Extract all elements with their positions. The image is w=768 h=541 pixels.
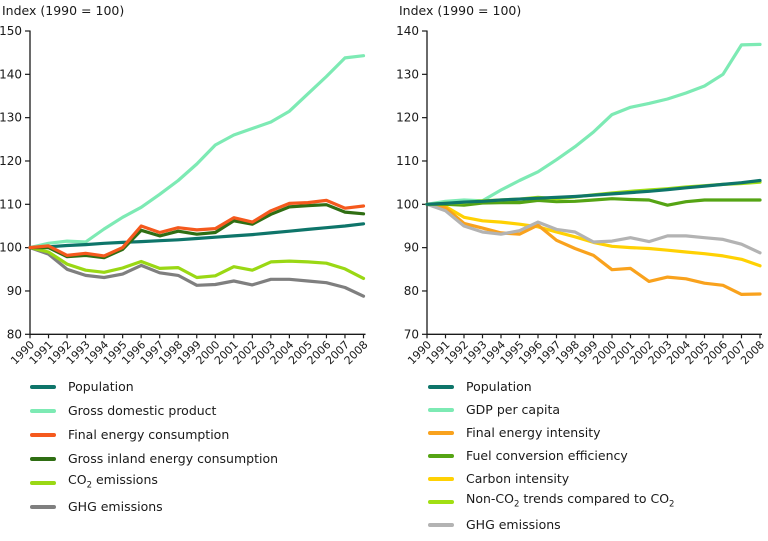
y-tick-label: 70 [404,327,419,341]
legend-item-population: Population [428,380,674,394]
right-chart: 7080901001101201301401990199119921993199… [396,24,767,367]
y-tick-label: 140 [0,67,22,81]
legend-swatch [428,454,454,458]
legend-item-final-energy-intensity: Final energy intensity [428,426,674,440]
y-tick-label: 100 [0,241,22,255]
legend-label: Carbon intensity [466,471,570,486]
series-ghg-emissions [28,246,366,298]
legend-item-carbon-intensity: Carbon intensity [428,472,674,486]
y-tick-label: 120 [0,154,22,168]
legend-swatch [428,477,454,481]
y-tick-label: 140 [396,24,419,38]
legend-label: Final energy consumption [68,427,230,442]
y-tick-label: 90 [7,284,22,298]
y-tick-label: 80 [404,284,419,298]
legend-item-gdp-per-capita: GDP per capita [428,403,674,417]
y-tick-label: 100 [396,197,419,211]
legend-swatch [428,385,454,389]
series-final-energy-intensity [425,202,762,296]
legend-swatch [428,523,454,527]
legend-label: CO2 emissions [68,472,158,491]
legend-label: Population [466,379,532,394]
legend-swatch [30,457,56,461]
legend-label: Gross inland energy consumption [68,451,279,466]
right-axis-title: Index (1990 = 100) [399,3,522,18]
legend-swatch [428,408,454,412]
legend-label: GDP per capita [466,402,561,417]
series-gross-inland-energy-consumption [28,203,366,260]
series-ghg-emissions [425,202,762,255]
left-panel: Index (1990 = 100) 80 90 100 110 120 130 140 15… [0,0,384,538]
legend-item-final-energy-consumption: Final energy consumption [30,428,278,442]
y-tick-label: 130 [396,67,419,81]
legend-swatch [30,433,56,437]
legend-swatch [30,481,56,485]
series-final-energy-consumption [28,198,366,258]
legend-label: Population [68,379,134,394]
y-tick-label: 90 [404,241,419,255]
y-tick-label: 110 [0,197,22,211]
y-tick-label: 150 [0,24,22,38]
series-co2-emissions [28,246,366,280]
legend-label: Fuel conversion efficiency [466,448,628,463]
y-tick-label: 110 [396,154,419,168]
series-fuel-conversion-efficiency [425,197,762,207]
y-tick-label: 120 [396,111,419,125]
legend-item-ghg-emissions: GHG emissions [30,500,278,514]
legend-label: Final energy intensity [466,425,601,440]
series-gross-domestic-product [28,54,366,250]
legend-item-co2-emissions: CO2 emissions [30,472,278,491]
left-axis-title: Index (1990 = 100) [2,3,125,18]
legend-label: GHG emissions [466,517,561,532]
series-population [425,178,762,206]
legend-label: Non-CO2 trends compared to CO2 [466,491,675,510]
series-population [28,222,366,250]
legend-item-gross-domestic-product: Gross domestic product [30,404,278,418]
legend-swatch [30,505,56,509]
series-gdp-per-capita [425,42,762,206]
legend-swatch [428,431,454,435]
legend-item-fuel-conversion-efficiency: Fuel conversion efficiency [428,449,674,463]
y-tick-label: 80 [7,327,22,341]
left-chart: 8090100110120130140150199019911992199319… [0,24,371,367]
legend-swatch [30,409,56,413]
left-legend: Population Gross domestic product Final en… [30,380,278,524]
legend-swatch [428,500,454,504]
legend-item-gross-inland-energy-consumption: Gross inland energy consumption [30,452,278,466]
right-legend: Population GDP per capita Final energy int… [428,380,674,541]
legend-swatch [30,385,56,389]
legend-item-population: Population [30,380,278,394]
legend-label: Gross domestic product [68,403,217,418]
legend-item-ghg-emissions: GHG emissions [428,518,674,532]
y-tick-label: 130 [0,111,22,125]
legend-label: GHG emissions [68,499,163,514]
legend-item-non-co2-trends-compared-to-co2: Non-CO2 trends compared to CO2 [428,491,675,510]
right-panel: Index (1990 = 100) 70 80 90 100 110 120 130 140… [384,0,768,538]
